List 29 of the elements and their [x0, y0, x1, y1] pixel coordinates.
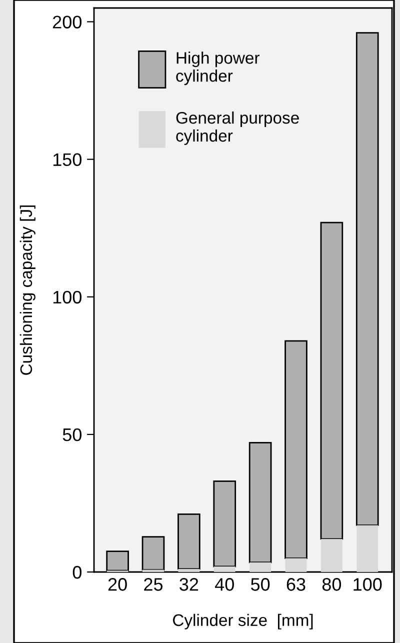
- bar: [214, 566, 236, 572]
- bar: [356, 525, 378, 572]
- bar: [213, 480, 236, 568]
- y-axis-title: Cushioning capacity [J]: [20, 205, 36, 375]
- y-tick-label: 50: [62, 428, 82, 442]
- x-tick-label: 50: [250, 578, 270, 591]
- y-tick-label: 0: [72, 566, 82, 579]
- x-tick-label: 100: [354, 578, 382, 591]
- x-tick-label: 20: [108, 578, 127, 591]
- x-tick-label: 40: [214, 578, 234, 591]
- x-tick-label: 63: [286, 578, 306, 591]
- bar: [284, 340, 308, 559]
- bar: [320, 538, 342, 572]
- legend-label: General purpose cylinder: [176, 112, 299, 145]
- bar: [320, 222, 344, 540]
- x-tick-label: 25: [144, 578, 163, 591]
- bar: [356, 32, 379, 526]
- bar: [250, 562, 272, 572]
- bar: [178, 514, 200, 570]
- y-tick-label: 100: [53, 290, 82, 304]
- y-tick-label: 150: [53, 153, 82, 166]
- bar: [285, 558, 307, 572]
- x-tick-label: 32: [180, 578, 198, 591]
- x-axis-title: Cylinder size [mm]: [173, 614, 313, 630]
- bar: [178, 568, 200, 572]
- legend-label: High power cylinder: [176, 52, 260, 86]
- y-tick-label: 200: [52, 16, 82, 28]
- x-tick-label: 80: [322, 578, 342, 591]
- bar: [248, 442, 272, 564]
